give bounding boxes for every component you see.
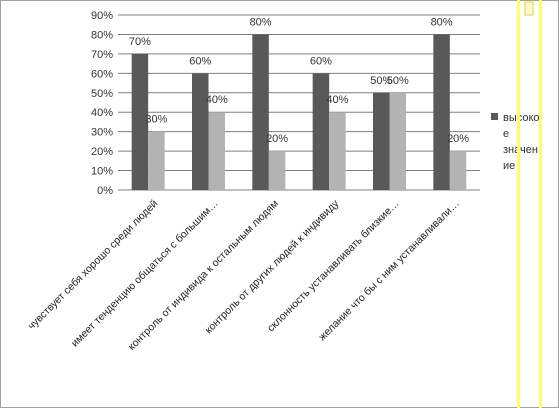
grid-lines: [118, 14, 480, 191]
y-tick-label: 20%: [91, 146, 113, 158]
legend-swatch: [491, 113, 498, 120]
legend: высоко е значен ие: [491, 112, 540, 172]
y-tick-label: 60%: [91, 68, 113, 80]
data-labels: 70% 60% 80% 60% 50% 80% 30% 40% 20% 40% 50% 20%: [129, 16, 469, 145]
y-tick-label: 50%: [91, 88, 113, 100]
bar-series-1-cat-2: [192, 73, 209, 190]
data-label: 30%: [145, 114, 167, 126]
bar-series-1-cat-4: [312, 73, 330, 190]
bar-series-2-cat-5: [389, 92, 406, 190]
legend-text-line: е: [503, 128, 509, 140]
data-label: 20%: [447, 133, 469, 145]
bar-series-1-cat-6: [433, 34, 450, 190]
y-axis-ticks: 0% 10% 20% 30% 40% 50% 60% 70% 80% 90%: [91, 10, 113, 197]
bar-series-1-cat-5: [373, 92, 390, 190]
data-label: 50%: [370, 75, 392, 87]
bar-series-2-cat-2: [208, 112, 225, 190]
data-label: 70%: [129, 36, 151, 48]
y-tick-label: 40%: [91, 107, 113, 119]
bar-series-1-cat-3: [252, 34, 269, 190]
y-tick-label: 70%: [91, 49, 113, 61]
data-label: 60%: [310, 55, 332, 67]
data-label: 80%: [431, 16, 453, 28]
bar-series-2-cat-3: [268, 151, 286, 190]
y-tick-label: 0%: [97, 185, 113, 197]
selection-handle[interactable]: [517, 0, 542, 408]
legend-text-line: ие: [503, 160, 515, 172]
bar-series-2-cat-4: [329, 112, 346, 190]
y-tick-label: 30%: [91, 127, 113, 139]
resize-handle[interactable]: [524, 1, 534, 16]
data-label: 80%: [250, 16, 272, 28]
bar-series-2-cat-1: [148, 131, 165, 190]
data-label: 50%: [387, 75, 409, 87]
legend-text-line: высоко: [503, 112, 540, 124]
bar-series-2-cat-6: [449, 151, 467, 190]
data-label: 40%: [326, 94, 348, 106]
bar-series-1-cat-1: [131, 53, 149, 191]
data-label: 60%: [189, 55, 211, 67]
bars: [131, 34, 467, 191]
data-label: 40%: [206, 94, 228, 106]
y-tick-label: 10%: [91, 166, 113, 178]
selection-border-right[interactable]: [539, 0, 542, 408]
y-tick-label: 80%: [91, 29, 113, 41]
data-label: 20%: [266, 133, 288, 145]
selection-border-left[interactable]: [517, 0, 520, 408]
y-tick-label: 90%: [91, 10, 113, 22]
legend-text-line: значен: [503, 144, 538, 156]
